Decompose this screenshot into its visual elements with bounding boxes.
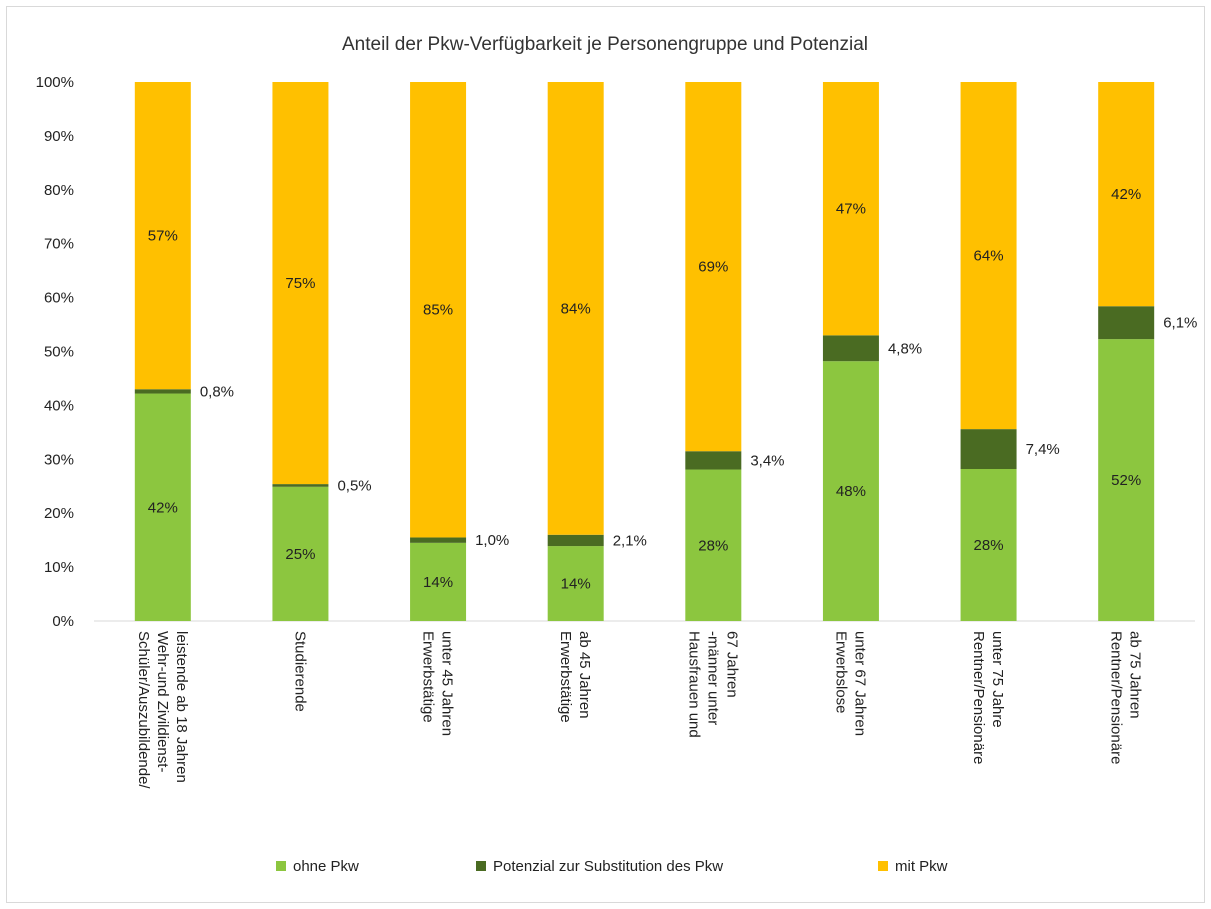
bar-segment	[960, 429, 1017, 470]
data-label: 64%	[974, 248, 1004, 265]
category-label: Schüler/Auszubildende/Wehr-und Zivildien…	[135, 631, 190, 789]
legend-label: mit Pkw	[895, 858, 948, 875]
data-labels: 42% 0,8% 57% 25% 0,5% 75% 14% 1,0% 85% 14% 2,1% 84%…	[148, 186, 1198, 592]
bar-segment	[822, 82, 879, 336]
bar-segment	[410, 537, 467, 543]
category-label-line: 67 Jahren	[723, 631, 740, 698]
bar-segment	[685, 469, 742, 621]
y-tick-label: 20%	[44, 505, 74, 522]
bar-segment	[272, 486, 329, 621]
bar-segment	[1098, 306, 1155, 340]
data-label-substitution: 0,5%	[337, 477, 371, 494]
category-label-line: Wehr-und Zivildienst-	[154, 631, 171, 772]
data-label: 42%	[148, 499, 178, 516]
bar-segment	[547, 534, 604, 547]
bar-segment	[134, 389, 191, 394]
data-label: 14%	[561, 576, 591, 593]
y-tick-label: 80%	[44, 182, 74, 199]
x-axis-categories: Schüler/Auszubildende/Wehr-und Zivildien…	[135, 631, 1144, 789]
data-label-substitution: 3,4%	[750, 452, 784, 469]
category-label-line: Schüler/Auszubildende/	[135, 631, 152, 789]
category-label-line: Rentner/Pensionäre	[1108, 631, 1125, 764]
y-tick-label: 90%	[44, 128, 74, 145]
data-label-substitution: 1,0%	[475, 532, 509, 549]
data-label-substitution: 2,1%	[613, 532, 647, 549]
data-label: 85%	[423, 302, 453, 319]
category-label-line: ab 75 Jahren	[1127, 631, 1144, 719]
data-label: 42%	[1111, 186, 1141, 203]
data-label-substitution: 0,8%	[200, 383, 234, 400]
data-label: 52%	[1111, 472, 1141, 489]
legend-swatch	[276, 861, 286, 871]
y-tick-label: 10%	[44, 559, 74, 576]
bar-segment	[272, 82, 329, 485]
chart-title: Anteil der Pkw-Verfügbarkeit je Personen…	[342, 34, 868, 55]
bar-segment	[822, 335, 879, 362]
data-label: 47%	[836, 201, 866, 218]
bar-segment	[960, 82, 1017, 430]
y-tick-label: 70%	[44, 236, 74, 253]
data-label: 84%	[561, 300, 591, 317]
category-label-line: Erwerbstätige	[420, 631, 437, 723]
data-label: 28%	[698, 537, 728, 554]
data-label: 48%	[836, 483, 866, 500]
category-label-line: Erwerbslose	[832, 631, 849, 714]
bar-segment	[547, 546, 604, 621]
legend-swatch	[476, 861, 486, 871]
category-label: Studierende	[291, 631, 308, 712]
category-label-line: leistende ab 18 Jahren	[173, 631, 190, 783]
category-label: Erwerbstätige ab 45 Jahren	[557, 631, 593, 723]
y-tick-label: 50%	[44, 344, 74, 361]
category-label: Hausfrauen und -männer unter 67 Jahren	[685, 631, 740, 738]
category-label-line: Hausfrauen und	[685, 631, 702, 738]
data-label: 14%	[423, 574, 453, 591]
data-label-substitution: 7,4%	[1026, 441, 1060, 458]
data-label: 28%	[974, 537, 1004, 554]
bar-segment	[547, 82, 604, 535]
bar-segment	[1098, 82, 1155, 307]
bar-segment	[822, 361, 879, 621]
legend-label: Potenzial zur Substitution des Pkw	[493, 858, 723, 875]
category-label-line: Rentner/Pensionäre	[970, 631, 987, 764]
category-label: Rentner/Pensionäre ab 75 Jahren	[1108, 631, 1144, 764]
data-label: 69%	[698, 259, 728, 276]
legend-swatch	[878, 861, 888, 871]
data-label-substitution: 4,8%	[888, 340, 922, 357]
category-label-line: unter 45 Jahren	[439, 631, 456, 736]
bar-segment	[960, 469, 1017, 621]
category-label-line: ab 45 Jahren	[576, 631, 593, 719]
category-label-line: -männer unter	[704, 631, 721, 725]
bar-segment	[272, 484, 329, 487]
y-tick-label: 40%	[44, 397, 74, 414]
data-label: 75%	[285, 275, 315, 292]
category-label: Rentner/Pensionäre unter 75 Jahre	[970, 631, 1006, 764]
bars	[134, 82, 1155, 621]
category-label-line: Studierende	[291, 631, 308, 712]
bar-segment	[685, 451, 742, 470]
legend-label: ohne Pkw	[293, 858, 359, 875]
y-tick-label: 100%	[36, 74, 74, 91]
bar-segment	[410, 542, 467, 621]
category-label: Erwerbstätige unter 45 Jahren	[420, 631, 456, 736]
bar-segment	[134, 393, 191, 621]
bar-segment	[1098, 339, 1155, 621]
category-label: Erwerbslose unter 67 Jahren	[832, 631, 868, 736]
category-label-line: unter 67 Jahren	[851, 631, 868, 736]
y-tick-label: 30%	[44, 451, 74, 468]
y-tick-label: 0%	[52, 613, 74, 630]
bar-segment	[134, 82, 191, 390]
data-label-substitution: 6,1%	[1163, 315, 1197, 332]
category-label-line: Erwerbstätige	[557, 631, 574, 723]
category-label-line: unter 75 Jahre	[989, 631, 1006, 728]
data-label: 57%	[148, 228, 178, 245]
legend: ohne Pkw Potenzial zur Substitution des P…	[276, 858, 948, 875]
y-tick-label: 60%	[44, 290, 74, 307]
data-label: 25%	[285, 546, 315, 563]
bar-segment	[685, 82, 742, 452]
bar-segment	[410, 82, 467, 538]
